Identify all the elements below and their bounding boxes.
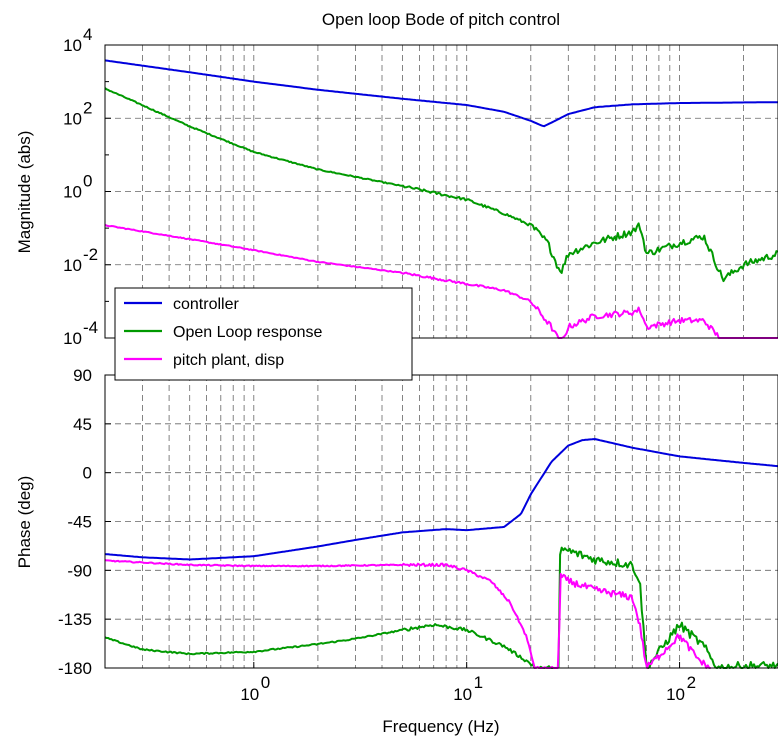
phase-yticks: 90 45 0 -45 -90 -135 -180 bbox=[58, 366, 111, 678]
series-line-pitch-plant-disp bbox=[104, 223, 778, 339]
series-line-pitch-plant-disp bbox=[104, 559, 711, 669]
phase-ytick-label: 45 bbox=[73, 415, 92, 434]
magnitude-ytick-exponent: 4 bbox=[83, 25, 92, 44]
frequency-xtick-exponent: 2 bbox=[687, 673, 696, 692]
magnitude-ytick-label: 10 bbox=[63, 256, 82, 275]
phase-ytick-label: 90 bbox=[73, 366, 92, 385]
frequency-xtick-label: 10 bbox=[240, 685, 259, 704]
phase-ylabel: Phase (deg) bbox=[15, 476, 34, 569]
phase-lines bbox=[104, 438, 778, 669]
legend-label-pitch-plant: pitch plant, disp bbox=[173, 352, 284, 369]
magnitude-ytick-exponent: 0 bbox=[83, 172, 92, 191]
frequency-xtick-exponent: 1 bbox=[474, 673, 483, 692]
magnitude-ytick-label: 10 bbox=[63, 109, 82, 128]
magnitude-axes-box bbox=[104, 44, 778, 339]
phase-ytick-label: -135 bbox=[58, 610, 92, 629]
phase-ytick-label: -45 bbox=[67, 513, 92, 532]
frequency-xtick-label: 10 bbox=[453, 685, 472, 704]
magnitude-ytick-exponent: 2 bbox=[83, 98, 92, 117]
series-line-open-loop-response bbox=[104, 546, 778, 669]
phase-ytick-label: -90 bbox=[67, 561, 92, 580]
magnitude-ylabel: Magnitude (abs) bbox=[15, 131, 34, 254]
magnitude-ytick-exponent: -4 bbox=[83, 318, 98, 337]
phase-ytick-label: 0 bbox=[83, 464, 92, 483]
series-line-controller bbox=[104, 438, 778, 561]
frequency-xlabel: Frequency (Hz) bbox=[382, 717, 499, 736]
magnitude-ytick-exponent: -2 bbox=[83, 245, 98, 264]
series-line-controller bbox=[104, 59, 778, 128]
phase-axes-box bbox=[104, 374, 778, 669]
magnitude-ytick-label: 10 bbox=[63, 329, 82, 348]
chart-title: Open loop Bode of pitch control bbox=[322, 10, 560, 29]
phase-ytick-label: -180 bbox=[58, 659, 92, 678]
magnitude-lines bbox=[104, 59, 778, 339]
magnitude-ytick-label: 10 bbox=[63, 36, 82, 55]
frequency-xtick-exponent: 0 bbox=[261, 673, 270, 692]
legend: controller Open Loop response pitch plan… bbox=[114, 287, 413, 381]
legend-label-open-loop: Open Loop response bbox=[173, 324, 323, 341]
series-line-open-loop-response bbox=[104, 87, 778, 283]
magnitude-ytick-label: 10 bbox=[63, 183, 82, 202]
legend-box bbox=[114, 287, 413, 381]
legend-label-controller: controller bbox=[173, 296, 239, 313]
frequency-xtick-label: 10 bbox=[666, 685, 685, 704]
